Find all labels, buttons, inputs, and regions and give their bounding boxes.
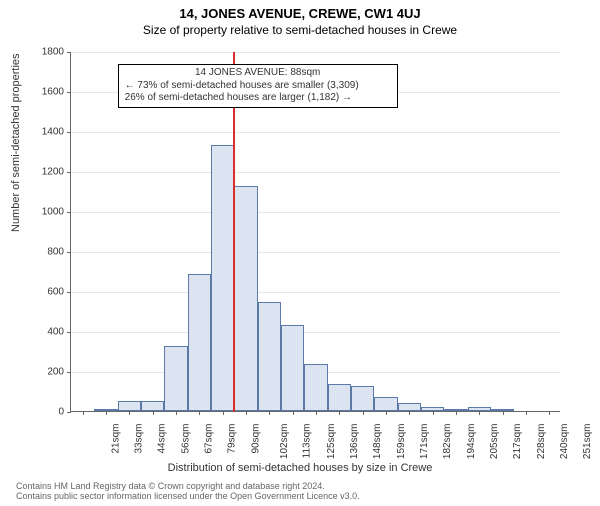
histogram-bar (398, 403, 421, 411)
xtick-mark (339, 411, 340, 415)
ytick-label: 1800 (24, 47, 64, 58)
ytick-label: 0 (24, 407, 64, 418)
gridline (71, 212, 561, 213)
xtick-mark (479, 411, 480, 415)
annotation-line: ← 73% of semi-detached houses are smalle… (125, 80, 391, 93)
annotation-line: 14 JONES AVENUE: 88sqm (125, 67, 391, 80)
xtick-mark (83, 411, 84, 415)
xtick-mark (316, 411, 317, 415)
histogram-bar (211, 145, 234, 411)
xtick-label: 205sqm (489, 424, 500, 460)
ytick-mark (67, 172, 71, 173)
xtick-label: 159sqm (396, 424, 407, 460)
xtick-mark (199, 411, 200, 415)
gridline (71, 132, 561, 133)
histogram-bar (304, 364, 327, 411)
histogram-bar (374, 397, 397, 411)
xtick-mark (176, 411, 177, 415)
histogram-bar (118, 401, 141, 411)
xtick-mark (526, 411, 527, 415)
chart-container: 14, JONES AVENUE, CREWE, CW1 4UJ Size of… (0, 6, 600, 506)
footer-line-2: Contains public sector information licen… (16, 491, 360, 501)
histogram-bar (188, 274, 211, 411)
xtick-label: 67sqm (204, 424, 215, 454)
ytick-label: 400 (24, 327, 64, 338)
xtick-label: 21sqm (110, 424, 121, 454)
xtick-mark (549, 411, 550, 415)
xtick-label: 113sqm (302, 424, 313, 459)
ytick-label: 1400 (24, 127, 64, 138)
xtick-label: 217sqm (512, 424, 523, 460)
xtick-label: 33sqm (134, 424, 145, 454)
annotation-box: 14 JONES AVENUE: 88sqm← 73% of semi-deta… (118, 64, 398, 108)
ytick-mark (67, 52, 71, 53)
xtick-mark (386, 411, 387, 415)
gridline (71, 332, 561, 333)
xtick-label: 251sqm (582, 424, 593, 460)
xtick-mark (433, 411, 434, 415)
ytick-label: 600 (24, 287, 64, 298)
chart-area: 14 JONES AVENUE: 88sqm← 73% of semi-deta… (70, 52, 560, 412)
page-title: 14, JONES AVENUE, CREWE, CW1 4UJ (0, 6, 600, 21)
gridline (71, 252, 561, 253)
page-subtitle: Size of property relative to semi-detach… (0, 23, 600, 37)
xtick-mark (363, 411, 364, 415)
xtick-label: 102sqm (279, 424, 290, 460)
gridline (71, 52, 561, 53)
ytick-mark (67, 132, 71, 133)
histogram-bar (164, 346, 187, 411)
ytick-mark (67, 212, 71, 213)
xtick-mark (456, 411, 457, 415)
xtick-label: 79sqm (227, 424, 238, 454)
xtick-mark (129, 411, 130, 415)
xtick-label: 90sqm (250, 424, 261, 454)
xtick-label: 56sqm (180, 424, 191, 454)
ytick-mark (67, 92, 71, 93)
ytick-mark (67, 292, 71, 293)
ytick-label: 1000 (24, 207, 64, 218)
annotation-line: 26% of semi-detached houses are larger (… (125, 92, 391, 105)
ytick-mark (67, 412, 71, 413)
footer-attribution: Contains HM Land Registry data © Crown c… (16, 481, 360, 502)
ytick-label: 200 (24, 367, 64, 378)
histogram-bar (234, 186, 257, 411)
ytick-mark (67, 252, 71, 253)
ytick-mark (67, 372, 71, 373)
histogram-bar (351, 386, 374, 411)
footer-line-1: Contains HM Land Registry data © Crown c… (16, 481, 360, 491)
xtick-label: 44sqm (157, 424, 168, 454)
xtick-mark (293, 411, 294, 415)
y-axis-label: Number of semi-detached properties (10, 53, 22, 232)
xtick-label: 194sqm (466, 424, 477, 460)
xtick-mark (409, 411, 410, 415)
ytick-label: 800 (24, 247, 64, 258)
xtick-mark (153, 411, 154, 415)
xtick-label: 136sqm (349, 424, 360, 460)
histogram-bar (328, 384, 351, 411)
plot-area: 14 JONES AVENUE: 88sqm← 73% of semi-deta… (70, 52, 560, 412)
xtick-label: 125sqm (326, 424, 337, 460)
histogram-bar (141, 401, 164, 411)
xtick-label: 148sqm (372, 424, 383, 460)
gridline (71, 172, 561, 173)
ytick-label: 1600 (24, 87, 64, 98)
x-axis-label: Distribution of semi-detached houses by … (0, 462, 600, 474)
gridline (71, 292, 561, 293)
xtick-label: 240sqm (559, 424, 570, 460)
histogram-bar (281, 325, 304, 411)
xtick-label: 171sqm (419, 424, 430, 460)
ytick-mark (67, 332, 71, 333)
xtick-label: 228sqm (536, 424, 547, 460)
xtick-mark (269, 411, 270, 415)
xtick-mark (223, 411, 224, 415)
xtick-mark (503, 411, 504, 415)
xtick-mark (246, 411, 247, 415)
xtick-label: 182sqm (442, 424, 453, 460)
histogram-bar (258, 302, 281, 411)
ytick-label: 1200 (24, 167, 64, 178)
xtick-mark (106, 411, 107, 415)
